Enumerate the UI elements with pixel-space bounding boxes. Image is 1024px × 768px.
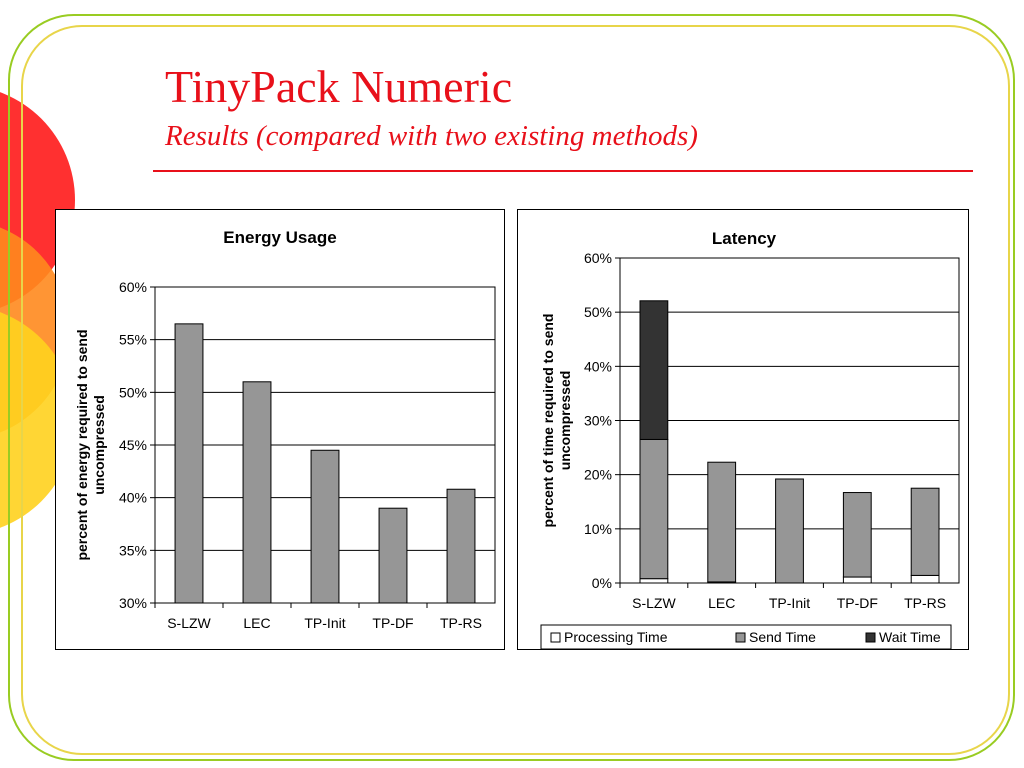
energy-ytick-label: 35% (119, 542, 147, 558)
latency-ytick-label: 20% (584, 467, 612, 483)
slide-subtitle: Results (compared with two existing meth… (165, 120, 698, 152)
latency-xtick-label: TP-DF (837, 595, 878, 611)
latency-ytick-label: 10% (584, 521, 612, 537)
energy-bar-s-lzw (174, 323, 204, 604)
latency-bar-send-time-tp-df (842, 492, 872, 578)
energy-ytick-label: 60% (119, 279, 147, 295)
energy-bar-tp-rs (446, 488, 476, 604)
latency-title: Latency (712, 229, 777, 248)
latency-legend-swatch-processing-time (550, 632, 561, 643)
energy-ylabel: percent of energy required to senduncomp… (74, 329, 107, 560)
energy-bar-tp-init (310, 449, 340, 604)
slide-title: TinyPack Numeric (165, 61, 513, 112)
energy-bar-lec (242, 381, 272, 604)
latency-ytick-label: 60% (584, 250, 612, 266)
latency-legend-swatch-wait-time (865, 632, 876, 643)
latency-bar-processing-time-s-lzw (639, 578, 669, 584)
latency-frame (517, 209, 969, 650)
energy-usage-svg: Energy Usage 30% 35% 40% 45% 50% 55% 60% S-LZW LE… (55, 209, 505, 650)
latency-ylabel-line: percent of time required to send (540, 314, 556, 528)
latency-legend-label-send-time: Send Time (749, 629, 816, 645)
energy-ytick-label: 50% (119, 384, 147, 400)
energy-ylabel-line: uncompressed (91, 395, 107, 495)
title-divider (153, 170, 973, 172)
energy-ylabel-line: percent of energy required to send (74, 329, 90, 560)
energy-usage-chart: Energy Usage 30% 35% 40% 45% 50% 55% 60% S-LZW LE… (55, 209, 505, 650)
latency-xtick-label: LEC (708, 595, 735, 611)
energy-title: Energy Usage (223, 228, 336, 247)
latency-bar-wait-time-s-lzw (639, 300, 669, 440)
energy-xtick-label: TP-RS (440, 615, 482, 631)
energy-ylabel-group: percent of energy required to senduncomp… (74, 329, 107, 560)
energy-ytick-label: 45% (119, 437, 147, 453)
latency-legend-label-wait-time: Wait Time (879, 629, 941, 645)
latency-bar-processing-time-tp-df (842, 576, 872, 584)
energy-frame (55, 209, 505, 650)
energy-xtick-label: LEC (243, 615, 270, 631)
latency-ylabel-line: uncompressed (557, 371, 573, 471)
latency-xtick-label: S-LZW (632, 595, 676, 611)
latency-ytick-label: 30% (584, 413, 612, 429)
latency-legend (540, 624, 952, 650)
energy-xtick-label: S-LZW (167, 615, 211, 631)
energy-ytick-label: 40% (119, 490, 147, 506)
latency-legend-label-processing-time: Processing Time (564, 629, 668, 645)
latency-bar-send-time-tp-init (775, 478, 804, 584)
latency-legend-swatch-send-time (735, 632, 746, 643)
latency-bar-send-time-lec (707, 461, 737, 583)
latency-xtick-label: TP-Init (769, 595, 810, 611)
energy-xtick-label: TP-DF (372, 615, 413, 631)
latency-chart: Latency 0% 10% 20% 30% 40% 50% 60% S-LZW LEC TP-In… (517, 209, 969, 650)
energy-bar-tp-df (378, 507, 408, 604)
latency-ytick-label: 0% (592, 575, 612, 591)
latency-ylabel-group: percent of time required to senduncompre… (540, 314, 573, 528)
slide-border-outer (8, 14, 1015, 761)
energy-ytick-label: 55% (119, 332, 147, 348)
latency-bar-processing-time-tp-rs (910, 574, 940, 584)
slide-border-inner (21, 25, 1010, 755)
latency-bar-send-time-tp-rs (910, 487, 940, 576)
latency-ytick-label: 40% (584, 358, 612, 374)
latency-bar-send-time-s-lzw (639, 438, 669, 580)
latency-ytick-label: 50% (584, 304, 612, 320)
energy-xtick-label: TP-Init (304, 615, 345, 631)
latency-xtick-label: TP-RS (904, 595, 946, 611)
latency-ylabel: percent of time required to senduncompre… (540, 314, 573, 528)
energy-ytick-label: 30% (119, 595, 147, 611)
latency-svg: Latency 0% 10% 20% 30% 40% 50% 60% S-LZW LEC TP-In… (517, 209, 969, 650)
